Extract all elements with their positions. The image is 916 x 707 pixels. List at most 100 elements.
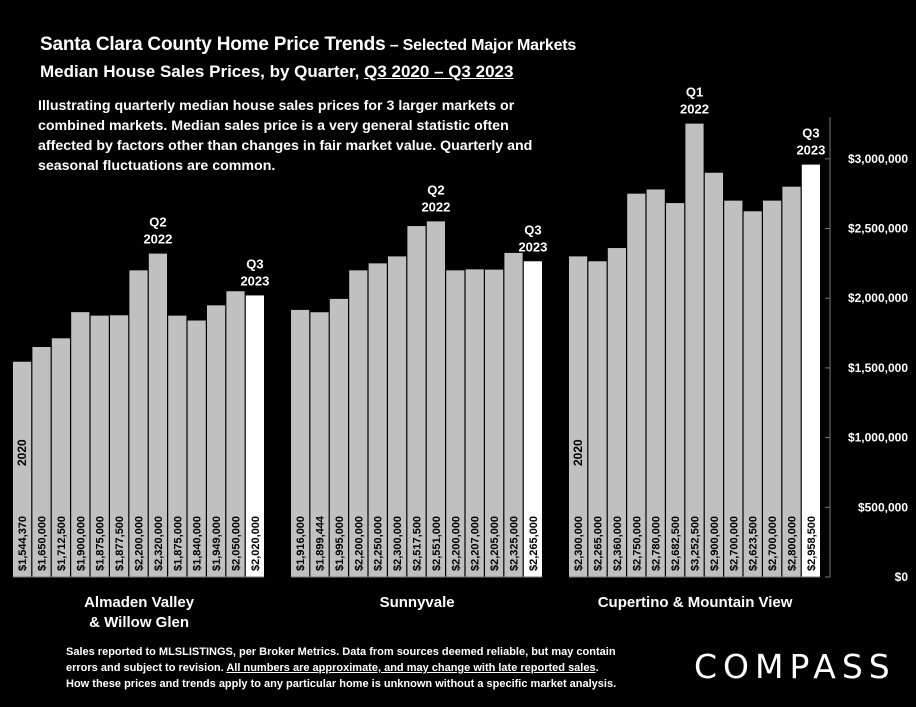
bar-value-label: $2,700,000 bbox=[728, 516, 740, 571]
bar-value-label: $2,265,000 bbox=[593, 516, 605, 571]
bar-value-label: $1,840,000 bbox=[192, 516, 204, 571]
bar bbox=[388, 256, 407, 577]
y-tick-label: $2,000,000 bbox=[848, 291, 908, 305]
bar bbox=[801, 164, 820, 577]
quarter-annotation: Q1 bbox=[686, 85, 703, 100]
year-annotation: 2023 bbox=[796, 143, 825, 158]
bar bbox=[446, 270, 465, 577]
subtitle-range: Q3 2020 – Q3 2023 bbox=[364, 62, 514, 81]
bar-value-label: $2,300,000 bbox=[573, 516, 585, 571]
bar-value-label: $2,200,000 bbox=[134, 516, 146, 571]
quarter-annotation: Q3 bbox=[524, 222, 541, 237]
bar bbox=[588, 261, 607, 577]
quarter-annotation: Q2 bbox=[149, 215, 166, 230]
chart-title-main: Santa Clara County Home Price Trends bbox=[40, 34, 386, 55]
footer-line-3: How these prices and trends apply to any… bbox=[66, 678, 617, 690]
bar-value-label: $2,250,000 bbox=[373, 516, 385, 571]
bar bbox=[724, 200, 743, 578]
year-start-label: 2020 bbox=[15, 439, 29, 466]
bar-value-label: $2,300,000 bbox=[392, 516, 404, 571]
bar-value-label: $2,958,500 bbox=[806, 516, 818, 571]
bar bbox=[32, 347, 51, 577]
bar-value-label: $2,682,500 bbox=[670, 516, 682, 571]
bar bbox=[743, 211, 762, 578]
bar bbox=[349, 270, 368, 577]
bar bbox=[685, 123, 704, 577]
bar-value-label: $2,265,000 bbox=[528, 516, 540, 571]
chart-description: Illustrating quarterly median house sale… bbox=[38, 98, 533, 174]
subtitle-prefix: Median House Sales Prices, by Quarter, bbox=[40, 62, 365, 81]
bar-value-label: $2,900,000 bbox=[709, 516, 721, 571]
group-name-line2: & Willow Glen bbox=[89, 614, 189, 631]
y-tick-label: $0 bbox=[895, 570, 909, 584]
compass-logo: COMPASS bbox=[694, 647, 896, 686]
bar-value-label: $1,900,000 bbox=[75, 516, 87, 571]
bar-value-label: $2,700,000 bbox=[767, 516, 779, 571]
year-annotation: 2022 bbox=[421, 199, 450, 214]
group-name: Sunnyvale bbox=[380, 594, 455, 611]
bar bbox=[110, 315, 129, 577]
bar-value-label: $2,200,000 bbox=[353, 516, 365, 571]
bar-value-label: $1,899,444 bbox=[315, 515, 327, 571]
chart-title: Santa Clara County Home Price Trends – S… bbox=[40, 34, 576, 56]
bar-value-label: $1,995,000 bbox=[334, 516, 346, 571]
bar bbox=[129, 270, 148, 577]
chart-title-suffix: – Selected Major Markets bbox=[385, 37, 577, 54]
bar-value-label: $2,517,500 bbox=[412, 516, 424, 571]
y-tick-label: $500,000 bbox=[858, 500, 908, 514]
bar-value-label: $2,320,000 bbox=[153, 516, 165, 571]
bar bbox=[329, 298, 348, 577]
bar-value-label: $2,780,000 bbox=[651, 516, 663, 571]
bar bbox=[245, 295, 264, 577]
year-start-label: 2020 bbox=[571, 439, 585, 466]
bar bbox=[90, 315, 109, 577]
bar-value-label: $2,551,000 bbox=[431, 516, 443, 571]
bar-value-label: $3,252,500 bbox=[690, 516, 702, 571]
bar bbox=[368, 263, 387, 577]
bar bbox=[13, 361, 32, 577]
bar bbox=[504, 252, 523, 577]
bar-value-label: $2,207,000 bbox=[470, 516, 482, 571]
y-tick-label: $1,500,000 bbox=[848, 361, 908, 375]
group-name: Almaden Valley bbox=[84, 594, 195, 611]
bar-value-label: $2,050,000 bbox=[231, 516, 243, 571]
bar bbox=[569, 256, 588, 577]
bar-value-label: $1,877,500 bbox=[114, 516, 126, 571]
y-tick-label: $1,000,000 bbox=[848, 431, 908, 445]
footer-line-2: errors and subject to revision. All numb… bbox=[66, 660, 666, 676]
bar-value-label: $1,875,000 bbox=[172, 516, 184, 571]
bar bbox=[646, 189, 665, 577]
quarter-annotation: Q2 bbox=[427, 182, 444, 197]
source-footer: Sales reported to MLSLISTINGS, per Broke… bbox=[66, 644, 666, 692]
y-tick-label: $3,000,000 bbox=[848, 152, 908, 166]
chart-subtitle: Median House Sales Prices, by Quarter, Q… bbox=[40, 62, 513, 82]
footer-line-1: Sales reported to MLSLISTINGS, per Broke… bbox=[66, 646, 616, 658]
bar-value-label: $1,712,500 bbox=[56, 516, 68, 571]
y-tick-label: $2,500,000 bbox=[848, 222, 908, 236]
bar-value-label: $2,800,000 bbox=[787, 516, 799, 571]
bar bbox=[666, 203, 685, 578]
bar bbox=[465, 269, 484, 577]
bar-value-label: $1,544,370 bbox=[17, 516, 29, 571]
year-annotation: 2022 bbox=[143, 232, 172, 247]
quarter-annotation: Q3 bbox=[246, 256, 263, 271]
year-annotation: 2023 bbox=[518, 239, 547, 254]
bar bbox=[763, 200, 782, 578]
bar bbox=[168, 315, 187, 577]
bar bbox=[426, 221, 445, 577]
footer-line-2-prefix: errors and subject to revision. bbox=[66, 662, 227, 674]
bar-value-label: $1,916,000 bbox=[295, 516, 307, 571]
bar bbox=[148, 253, 167, 577]
year-annotation: 2022 bbox=[680, 102, 709, 117]
bar bbox=[187, 320, 206, 577]
footer-line-2-suffix: . bbox=[595, 662, 599, 674]
bar bbox=[704, 172, 723, 577]
bar-value-label: $2,325,000 bbox=[509, 516, 521, 571]
group-name: Cupertino & Mountain View bbox=[598, 594, 793, 611]
bar bbox=[291, 309, 310, 577]
bar bbox=[607, 248, 626, 577]
bar-value-label: $2,360,000 bbox=[612, 516, 624, 571]
bar bbox=[485, 269, 504, 577]
bar-value-label: $2,200,000 bbox=[450, 516, 462, 571]
